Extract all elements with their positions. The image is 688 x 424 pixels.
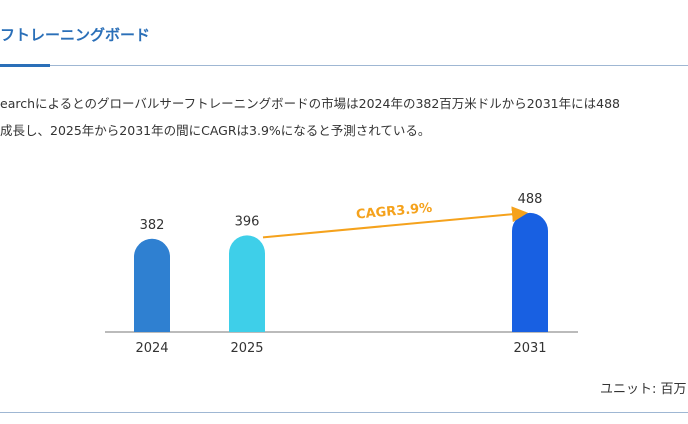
x-tick-label: 2031 [513,341,546,356]
description-line: earchによるとのグローバルサーフトレーニングボードの市場は2024年の382… [0,96,620,111]
unit-label: ユニット: 百万 [600,382,687,397]
x-tick-label: 2024 [135,341,168,356]
data-label: 396 [235,214,260,229]
divider [0,412,688,413]
tab-indicator [0,64,50,67]
data-label: 382 [140,218,165,233]
data-label: 488 [518,192,543,207]
section-title: フトレーニングボード [0,26,151,44]
divider [0,65,688,66]
cagr-label: CAGR3.9% [355,201,432,223]
bar [134,238,170,332]
bar [512,212,548,332]
description-line: 成長し、2025年から2031年の間にCAGRは3.9%になると予測されている。 [0,123,431,138]
description: earchによるとのグローバルサーフトレーニングボードの市場は2024年の382… [0,90,620,144]
x-tick-label: 2025 [230,341,263,356]
cagr-arrow [262,206,528,239]
bar [229,235,265,332]
